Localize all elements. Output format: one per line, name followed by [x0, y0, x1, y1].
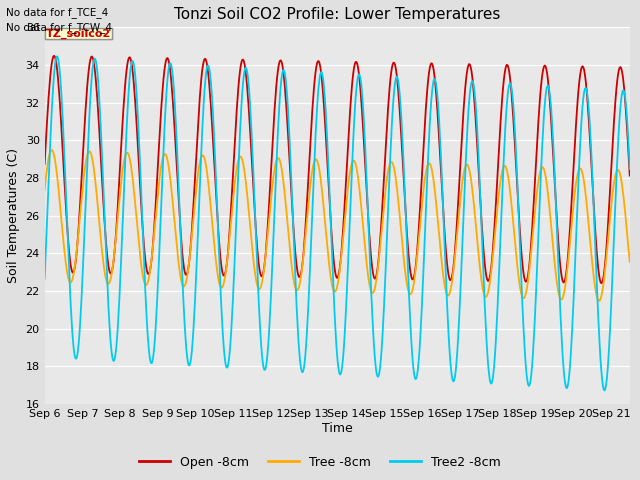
Tree2 -8cm	[124, 112, 131, 118]
Tree -8cm	[313, 157, 321, 163]
Tree2 -8cm	[313, 105, 321, 110]
Open -8cm	[598, 280, 605, 286]
Open -8cm	[43, 120, 51, 125]
Line: Tree2 -8cm: Tree2 -8cm	[45, 56, 630, 390]
Open -8cm	[291, 247, 299, 252]
Tree2 -8cm	[626, 166, 634, 172]
Tree -8cm	[291, 284, 299, 289]
Open -8cm	[313, 60, 321, 66]
Tree -8cm	[476, 259, 483, 265]
Text: No data for f_TCW_4: No data for f_TCW_4	[6, 22, 113, 33]
Tree2 -8cm	[601, 387, 609, 393]
Tree2 -8cm	[291, 269, 299, 275]
Open -8cm	[41, 161, 49, 167]
Tree -8cm	[43, 166, 51, 172]
Open -8cm	[626, 173, 634, 179]
Tree2 -8cm	[41, 276, 49, 281]
Tree -8cm	[461, 164, 469, 170]
Tree -8cm	[41, 187, 49, 193]
X-axis label: Time: Time	[322, 421, 353, 435]
Tree -8cm	[626, 259, 634, 264]
Legend: Open -8cm, Tree -8cm, Tree2 -8cm: Open -8cm, Tree -8cm, Tree2 -8cm	[134, 451, 506, 474]
Open -8cm	[124, 62, 131, 68]
Tree -8cm	[48, 147, 56, 153]
Open -8cm	[476, 180, 483, 186]
Tree2 -8cm	[43, 219, 51, 225]
Tree -8cm	[595, 298, 603, 304]
Tree2 -8cm	[461, 173, 469, 179]
Line: Open -8cm: Open -8cm	[45, 56, 630, 283]
Line: Tree -8cm: Tree -8cm	[45, 150, 630, 301]
Tree2 -8cm	[476, 170, 483, 176]
Tree -8cm	[124, 150, 131, 156]
Tree2 -8cm	[53, 53, 61, 59]
Y-axis label: Soil Temperatures (C): Soil Temperatures (C)	[7, 148, 20, 283]
Legend: 	[45, 28, 111, 39]
Text: No data for f_TCE_4: No data for f_TCE_4	[6, 7, 109, 18]
Title: Tonzi Soil CO2 Profile: Lower Temperatures: Tonzi Soil CO2 Profile: Lower Temperatur…	[174, 7, 500, 22]
Open -8cm	[50, 53, 58, 59]
Open -8cm	[461, 86, 469, 92]
